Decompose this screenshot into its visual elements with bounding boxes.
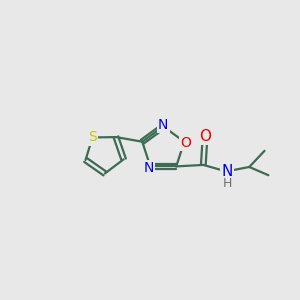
Text: S: S (88, 130, 97, 145)
Text: N: N (158, 118, 168, 132)
Text: N: N (144, 161, 154, 175)
Text: N: N (221, 164, 233, 179)
Text: O: O (180, 136, 191, 150)
Text: O: O (199, 129, 211, 144)
Text: H: H (223, 177, 232, 190)
